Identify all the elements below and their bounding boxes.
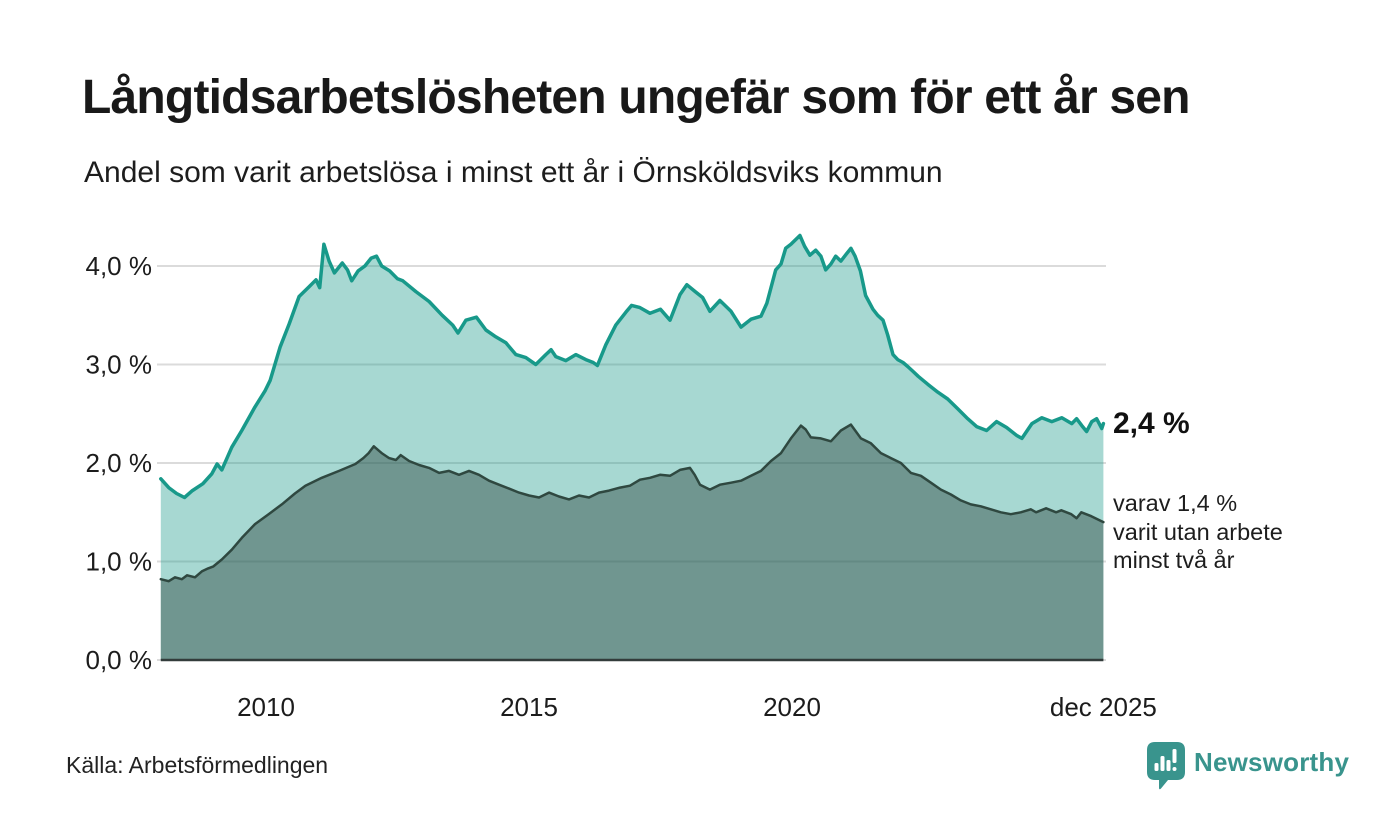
x-axis-label: 2010 <box>237 692 295 722</box>
series-area-minst-tva-ar <box>160 424 1104 660</box>
chart-title: Långtidsarbetslösheten ungefär som för e… <box>82 71 1191 124</box>
source-note: Källa: Arbetsförmedlingen <box>66 752 329 778</box>
secondary-annotation-line: varit utan arbete <box>1113 518 1283 545</box>
x-axis-label: dec 2025 <box>1050 692 1157 722</box>
newsworthy-logo: Newsworthy <box>1146 741 1349 791</box>
logo-exclamation-bar <box>1172 749 1177 763</box>
x-axis-label: 2015 <box>500 692 558 722</box>
x-axis-label: 2020 <box>763 692 821 722</box>
newsworthy-logo-icon <box>1147 742 1185 790</box>
logo-exclamation-dot <box>1172 767 1177 771</box>
newsworthy-logo-text: Newsworthy <box>1194 747 1350 777</box>
secondary-annotation-line: minst två år <box>1113 547 1235 573</box>
y-axis-label: 4,0 % <box>86 251 153 281</box>
secondary-annotation: varav 1,4 % varit utan arbete minst två … <box>1113 489 1283 575</box>
logo-chart-bar <box>1154 763 1159 771</box>
series-area-minst-ett-ar <box>160 235 1104 660</box>
logo-chart-bar <box>1166 760 1171 771</box>
y-axis-label: 3,0 % <box>86 350 153 380</box>
y-axis-label: 2,0 % <box>86 448 153 478</box>
chart-subtitle: Andel som varit arbetslösa i minst ett å… <box>84 156 943 189</box>
logo-chart-bar <box>1160 756 1165 771</box>
y-axis-label: 0,0 % <box>86 645 153 675</box>
latest-value-annotation: 2,4 % <box>1113 407 1190 440</box>
series-line-minst-ett-ar <box>159 233 1106 500</box>
secondary-annotation-line: varav 1,4 % <box>1113 490 1238 516</box>
y-axis-label: 1,0 % <box>86 547 153 577</box>
logo-speech-bubble <box>1147 742 1185 790</box>
series-line-minst-tva-ar <box>159 423 1105 583</box>
